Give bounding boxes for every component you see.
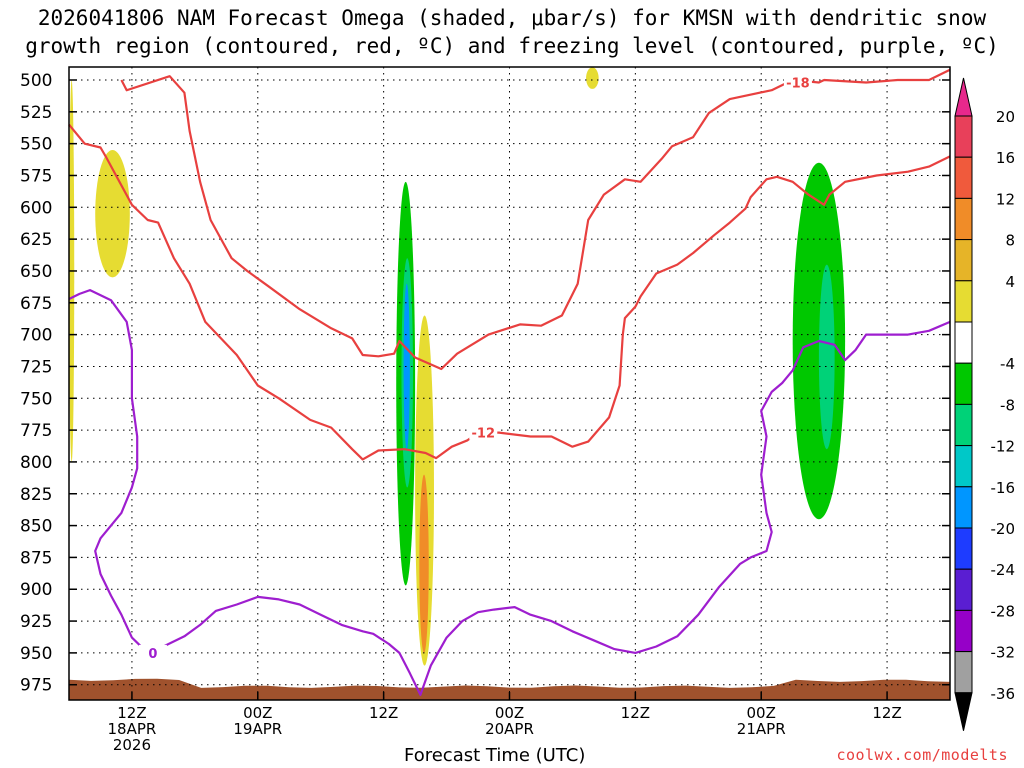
x-tick-label: 21APR xyxy=(737,720,786,738)
x-tick-label: 12Z xyxy=(369,704,398,722)
y-tick-label: 950 xyxy=(20,644,52,664)
x-tick-label: 00Z xyxy=(747,704,776,722)
colorbar-swatch xyxy=(954,321,973,364)
y-axis: 500 525 550 575 600 625 650 675 700 725 750 775 800 8… xyxy=(20,71,950,696)
colorbar-label: -20 xyxy=(991,520,1016,538)
colorbar-bottom-arrow xyxy=(954,692,973,731)
y-tick-label: 875 xyxy=(20,548,52,568)
y-tick-label: 825 xyxy=(20,485,52,505)
colorbar-swatch xyxy=(954,609,973,653)
y-tick-label: 525 xyxy=(20,103,52,123)
x-tick-label: 2026 xyxy=(113,736,151,754)
y-tick-label: 925 xyxy=(20,612,52,632)
colorbar-label: -36 xyxy=(991,685,1016,703)
chart-title-line2: growth region (contoured, red, ºC) and f… xyxy=(25,34,999,58)
x-tick-label: 19APR xyxy=(233,720,282,738)
dgz-lower-red xyxy=(68,123,951,461)
y-tick-label: 975 xyxy=(20,676,52,696)
y-tick-label: 700 xyxy=(20,326,52,346)
colorbar-label: 4 xyxy=(1005,273,1015,291)
colorbar-label: 16 xyxy=(996,149,1015,167)
y-tick-label: 750 xyxy=(20,389,52,409)
freezing-level-purple-label-bg xyxy=(138,644,167,660)
colorbar-swatch xyxy=(954,115,973,158)
yellow-top-small xyxy=(586,67,599,89)
colorbar-top-arrow xyxy=(954,77,973,117)
dgz-lower-red-label: -12 xyxy=(472,427,496,442)
freezing-level-purple-label: 0 xyxy=(148,647,157,662)
x-tick-label: 12Z xyxy=(621,704,650,722)
y-tick-label: 600 xyxy=(20,198,52,218)
blue-core-mid xyxy=(403,283,410,450)
y-tick-label: 850 xyxy=(20,517,52,537)
colorbar-label: -24 xyxy=(991,561,1016,579)
colorbar-swatch xyxy=(954,568,973,611)
y-tick-label: 625 xyxy=(20,230,52,250)
yellow-blob-left xyxy=(95,150,130,278)
freezing-level-purple xyxy=(68,289,951,697)
dgz-upper-red-label: -18 xyxy=(786,77,810,92)
colorbar-label: -8 xyxy=(1000,396,1015,414)
watermark: coolwx.com/modelts xyxy=(836,746,1008,764)
y-tick-label: 800 xyxy=(20,453,52,473)
teal-core-right xyxy=(818,264,835,450)
colorbar-swatch xyxy=(954,651,973,694)
colorbar-swatch xyxy=(954,280,973,323)
y-tick-label: 575 xyxy=(20,166,52,186)
colorbar-label: -32 xyxy=(991,644,1016,662)
colorbar-label: 12 xyxy=(996,190,1015,208)
y-tick-label: 775 xyxy=(20,421,52,441)
x-tick-label: 18APR xyxy=(108,720,157,738)
y-tick-label: 500 xyxy=(20,71,52,91)
x-tick-label: 00Z xyxy=(243,704,272,722)
dgz-upper-red-label-bg xyxy=(783,74,812,90)
x-tick-label: 12Z xyxy=(872,704,901,722)
omega-shading-layer xyxy=(69,67,950,700)
terrain-layer xyxy=(69,677,950,700)
x-tick-label: 12Z xyxy=(117,704,146,722)
colorbar-label: 8 xyxy=(1005,232,1015,250)
dgz-upper-red xyxy=(120,68,951,371)
y-tick-label: 650 xyxy=(20,262,52,282)
colorbar-label: 20 xyxy=(996,108,1015,126)
colorbar-label: -28 xyxy=(991,602,1016,620)
y-tick-label: 550 xyxy=(20,135,52,155)
colorbar-swatch xyxy=(954,197,973,241)
colorbar-swatch xyxy=(954,527,973,570)
y-tick-label: 725 xyxy=(20,357,52,377)
colorbar-swatch xyxy=(954,156,973,199)
terrain xyxy=(69,677,950,700)
colorbar-swatch xyxy=(954,239,973,282)
colorbar-swatch xyxy=(954,403,973,447)
colorbar-label: -16 xyxy=(991,479,1016,497)
contour-layer: -18 -12 0 xyxy=(68,68,951,697)
colorbar-label: -4 xyxy=(1000,355,1015,373)
colorbar-swatch xyxy=(954,486,973,529)
colorbar: 20 16 12 8 4 -4 -8 -12 -16 -20 -24 -28 -32 -36 xyxy=(954,77,1016,731)
x-tick-label: 00Z xyxy=(495,704,524,722)
y-tick-label: 675 xyxy=(20,294,52,314)
chart-title-line1: 2026041806 NAM Forecast Omega (shaded, μ… xyxy=(37,6,987,30)
colorbar-label: -12 xyxy=(991,438,1016,456)
orange-core-mid xyxy=(419,474,429,653)
colorbar-swatch xyxy=(954,362,973,405)
x-axis-label: Forecast Time (UTC) xyxy=(404,745,586,766)
dgz-lower-red-label-bg xyxy=(469,424,498,440)
y-tick-label: 900 xyxy=(20,580,52,600)
colorbar-swatch xyxy=(954,445,973,488)
x-tick-label: 20APR xyxy=(485,720,534,738)
